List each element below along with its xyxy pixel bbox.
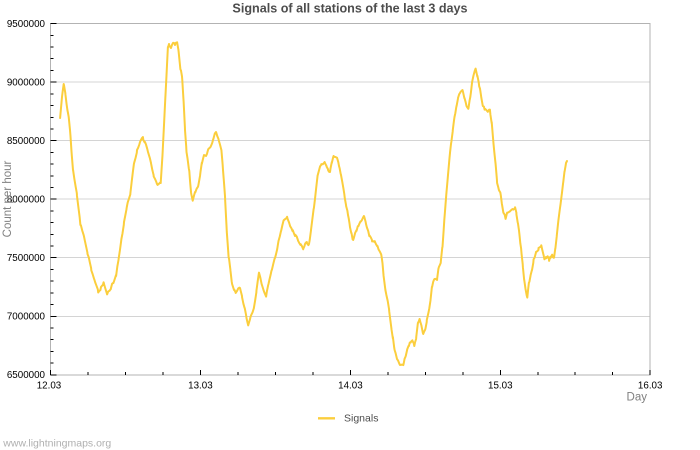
svg-text:9000000: 9000000 bbox=[7, 77, 46, 88]
svg-text:8500000: 8500000 bbox=[7, 136, 46, 147]
svg-text:7000000: 7000000 bbox=[7, 312, 46, 323]
svg-text:8000000: 8000000 bbox=[7, 194, 46, 205]
svg-text:Count per hour: Count per hour bbox=[2, 160, 14, 237]
svg-text:www.lightningmaps.org: www.lightningmaps.org bbox=[2, 437, 111, 449]
svg-text:Signals of all stations of the: Signals of all stations of the last 3 da… bbox=[232, 2, 467, 16]
svg-text:6500000: 6500000 bbox=[7, 370, 46, 381]
svg-text:12.03: 12.03 bbox=[37, 380, 62, 391]
svg-text:9500000: 9500000 bbox=[7, 19, 46, 30]
svg-text:16.03: 16.03 bbox=[638, 380, 663, 391]
svg-text:7500000: 7500000 bbox=[7, 253, 46, 264]
svg-text:15.03: 15.03 bbox=[488, 380, 513, 391]
svg-text:14.03: 14.03 bbox=[338, 380, 363, 391]
svg-text:Signals: Signals bbox=[344, 413, 378, 425]
svg-text:13.03: 13.03 bbox=[188, 380, 213, 391]
svg-text:Day: Day bbox=[627, 392, 648, 404]
